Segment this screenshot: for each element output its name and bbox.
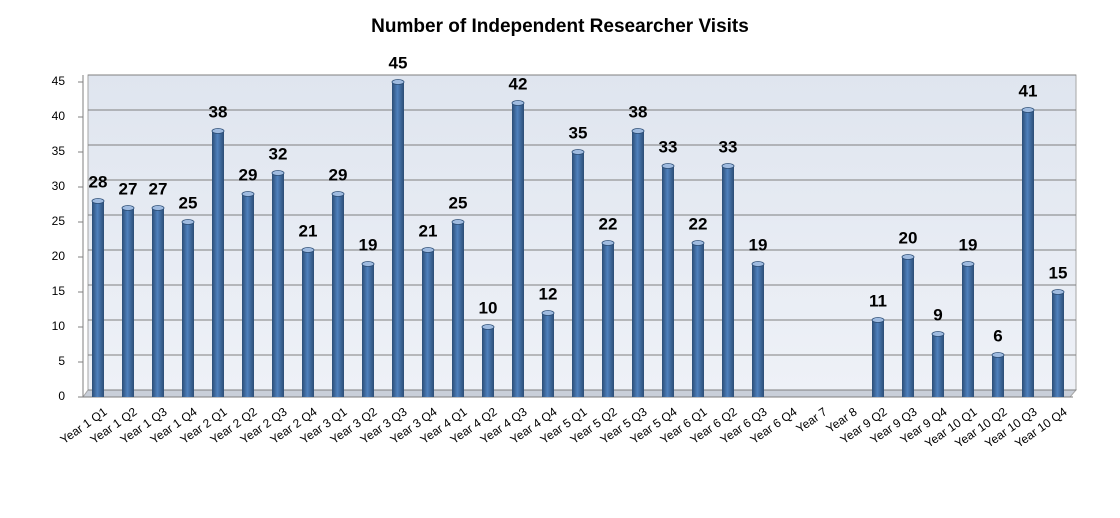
- bar: [601, 240, 615, 397]
- data-label: 35: [569, 123, 588, 142]
- bar: [451, 219, 465, 397]
- y-tick-label: 25: [52, 214, 66, 228]
- data-label: 6: [993, 326, 1002, 345]
- bar: [961, 261, 975, 397]
- bar: [901, 254, 915, 397]
- bar: [661, 163, 675, 397]
- y-tick-label: 40: [52, 109, 66, 123]
- data-label: 33: [659, 137, 678, 156]
- y-tick-label: 35: [52, 144, 66, 158]
- bar: [271, 170, 285, 397]
- data-label: 12: [539, 284, 558, 303]
- data-label: 42: [509, 74, 528, 93]
- bar: [121, 205, 135, 397]
- y-tick-label: 20: [52, 249, 66, 263]
- bar: [91, 198, 105, 397]
- bar: [181, 219, 195, 397]
- x-tick-label: Year 7: [793, 404, 829, 435]
- bar: [991, 352, 1005, 397]
- data-label: 20: [899, 228, 918, 247]
- bar: [391, 79, 405, 397]
- y-tick-label: 45: [52, 74, 66, 88]
- chart-title: Number of Independent Researcher Visits: [371, 16, 749, 37]
- data-label: 38: [629, 102, 648, 121]
- bar: [421, 247, 435, 397]
- data-label: 21: [299, 221, 318, 240]
- bar: [481, 324, 495, 397]
- bar: [751, 261, 765, 397]
- bar: [331, 191, 345, 397]
- data-label: 29: [239, 165, 258, 184]
- y-tick-label: 10: [52, 319, 66, 333]
- y-tick-label: 5: [58, 354, 65, 368]
- data-label: 9: [933, 305, 942, 324]
- data-label: 19: [959, 235, 978, 254]
- data-label: 15: [1049, 263, 1068, 282]
- bar: [931, 331, 945, 397]
- data-label: 19: [359, 235, 378, 254]
- data-label: 45: [389, 53, 408, 72]
- bar: [571, 149, 585, 397]
- bar: [361, 261, 375, 397]
- y-tick-label: 30: [52, 179, 66, 193]
- data-label: 38: [209, 102, 228, 121]
- bar: [241, 191, 255, 397]
- data-label: 25: [179, 193, 198, 212]
- bar: [631, 128, 645, 397]
- bar: [511, 100, 525, 397]
- bar: [301, 247, 315, 397]
- data-label: 29: [329, 165, 348, 184]
- y-tick-label: 0: [58, 389, 65, 403]
- data-label: 41: [1019, 81, 1038, 100]
- bar: [541, 310, 555, 397]
- bar: [721, 163, 735, 397]
- y-tick-label: 15: [52, 284, 66, 298]
- bar: [1021, 107, 1035, 397]
- data-label: 27: [119, 179, 138, 198]
- bar: [1051, 289, 1065, 397]
- data-label: 11: [869, 291, 887, 310]
- bar: [871, 317, 885, 397]
- data-label: 33: [719, 137, 738, 156]
- data-label: 22: [689, 214, 708, 233]
- data-label: 32: [269, 144, 288, 163]
- bar: [691, 240, 705, 397]
- data-label: 27: [149, 179, 168, 198]
- data-label: 22: [599, 214, 618, 233]
- data-label: 19: [749, 235, 768, 254]
- data-label: 10: [479, 298, 498, 317]
- data-label: 25: [449, 193, 468, 212]
- bar: [151, 205, 165, 397]
- data-label: 28: [89, 172, 108, 191]
- data-label: 21: [419, 221, 438, 240]
- bar: [211, 128, 225, 397]
